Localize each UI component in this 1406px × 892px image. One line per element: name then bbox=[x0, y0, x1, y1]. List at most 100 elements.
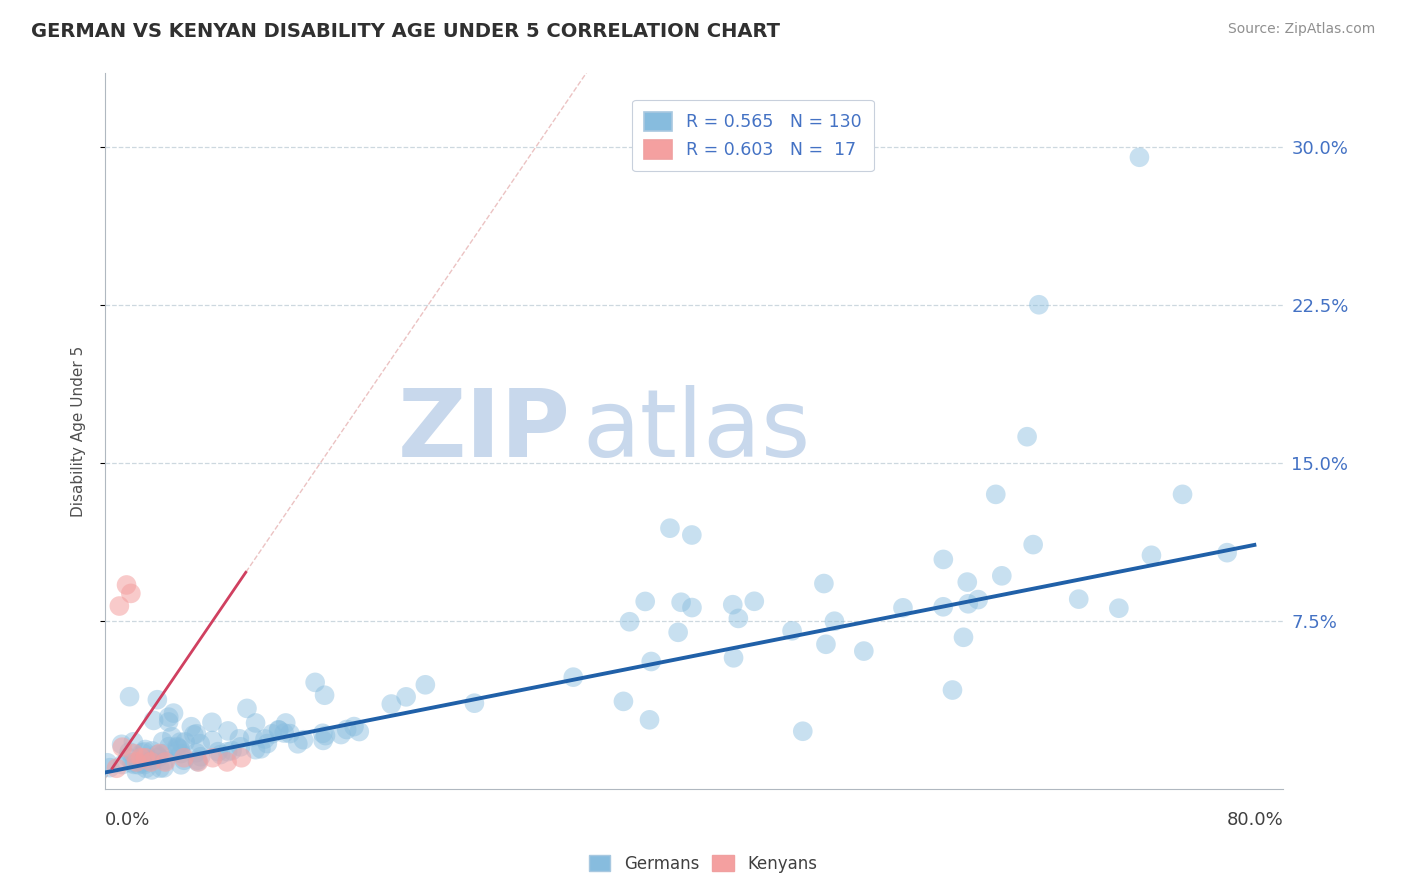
Point bbox=[666, 625, 689, 640]
Point bbox=[183, 728, 205, 742]
Point bbox=[139, 755, 162, 769]
Point bbox=[292, 732, 315, 747]
Point bbox=[228, 731, 250, 746]
Point bbox=[245, 742, 267, 756]
Point bbox=[780, 624, 803, 638]
Point bbox=[984, 487, 1007, 501]
Point bbox=[727, 611, 749, 625]
Point bbox=[188, 737, 211, 751]
Point bbox=[245, 715, 267, 730]
Point bbox=[823, 614, 845, 628]
Point bbox=[186, 746, 208, 760]
Point bbox=[669, 595, 692, 609]
Point bbox=[207, 745, 229, 759]
Point bbox=[932, 552, 955, 566]
Point bbox=[209, 747, 232, 762]
Point bbox=[380, 697, 402, 711]
Point bbox=[169, 735, 191, 749]
Point bbox=[312, 726, 335, 740]
Point bbox=[127, 757, 149, 772]
Point bbox=[122, 757, 145, 772]
Point bbox=[157, 710, 180, 724]
Point bbox=[131, 756, 153, 770]
Point bbox=[562, 670, 585, 684]
Point bbox=[273, 726, 295, 740]
Point bbox=[1171, 487, 1194, 501]
Point bbox=[814, 637, 837, 651]
Point bbox=[162, 706, 184, 720]
Point bbox=[174, 735, 197, 749]
Point bbox=[314, 688, 336, 702]
Point bbox=[187, 755, 209, 769]
Point bbox=[152, 734, 174, 748]
Point bbox=[956, 575, 979, 590]
Point bbox=[349, 724, 371, 739]
Point bbox=[941, 683, 963, 698]
Point bbox=[242, 730, 264, 744]
Y-axis label: Disability Age Under 5: Disability Age Under 5 bbox=[72, 345, 86, 516]
Point bbox=[991, 569, 1014, 583]
Point bbox=[957, 597, 980, 611]
Point bbox=[312, 733, 335, 747]
Point bbox=[166, 740, 188, 755]
Point bbox=[142, 714, 165, 728]
Point bbox=[180, 720, 202, 734]
Point bbox=[253, 731, 276, 746]
Point bbox=[229, 739, 252, 754]
Point bbox=[721, 598, 744, 612]
Point bbox=[157, 714, 180, 729]
Point bbox=[236, 701, 259, 715]
Point bbox=[267, 723, 290, 738]
Text: 0.0%: 0.0% bbox=[105, 811, 150, 829]
Point bbox=[463, 696, 485, 710]
Point bbox=[148, 750, 170, 764]
Point bbox=[612, 694, 634, 708]
Text: atlas: atlas bbox=[582, 385, 810, 477]
Point bbox=[201, 750, 224, 764]
Point bbox=[111, 757, 134, 772]
Point bbox=[111, 737, 134, 751]
Point bbox=[131, 746, 153, 760]
Point bbox=[155, 755, 177, 769]
Point bbox=[170, 747, 193, 761]
Point bbox=[166, 739, 188, 754]
Point bbox=[170, 757, 193, 772]
Point bbox=[262, 727, 284, 741]
Point bbox=[231, 750, 253, 764]
Point bbox=[120, 586, 142, 600]
Point bbox=[638, 713, 661, 727]
Point bbox=[122, 735, 145, 749]
Point bbox=[186, 727, 208, 741]
Point bbox=[952, 630, 974, 644]
Point bbox=[336, 723, 359, 737]
Point bbox=[134, 750, 156, 764]
Point bbox=[1067, 592, 1090, 607]
Point bbox=[149, 761, 172, 775]
Point bbox=[217, 745, 239, 759]
Point bbox=[149, 747, 172, 761]
Point bbox=[173, 750, 195, 764]
Point bbox=[146, 692, 169, 706]
Legend: R = 0.565   N = 130, R = 0.603   N =  17: R = 0.565 N = 130, R = 0.603 N = 17 bbox=[633, 100, 873, 171]
Point bbox=[122, 747, 145, 761]
Point bbox=[173, 753, 195, 767]
Point bbox=[1140, 549, 1163, 563]
Point bbox=[813, 576, 835, 591]
Point bbox=[274, 715, 297, 730]
Point bbox=[134, 745, 156, 759]
Point bbox=[221, 744, 243, 758]
Point bbox=[315, 729, 337, 743]
Point bbox=[190, 749, 212, 764]
Point bbox=[117, 750, 139, 764]
Point bbox=[659, 521, 682, 535]
Point bbox=[792, 724, 814, 739]
Point bbox=[619, 615, 641, 629]
Point bbox=[96, 756, 118, 770]
Point bbox=[1128, 150, 1150, 164]
Point bbox=[250, 741, 273, 756]
Point bbox=[153, 754, 176, 768]
Point bbox=[118, 745, 141, 759]
Point bbox=[343, 720, 366, 734]
Point bbox=[330, 727, 353, 741]
Point bbox=[187, 755, 209, 769]
